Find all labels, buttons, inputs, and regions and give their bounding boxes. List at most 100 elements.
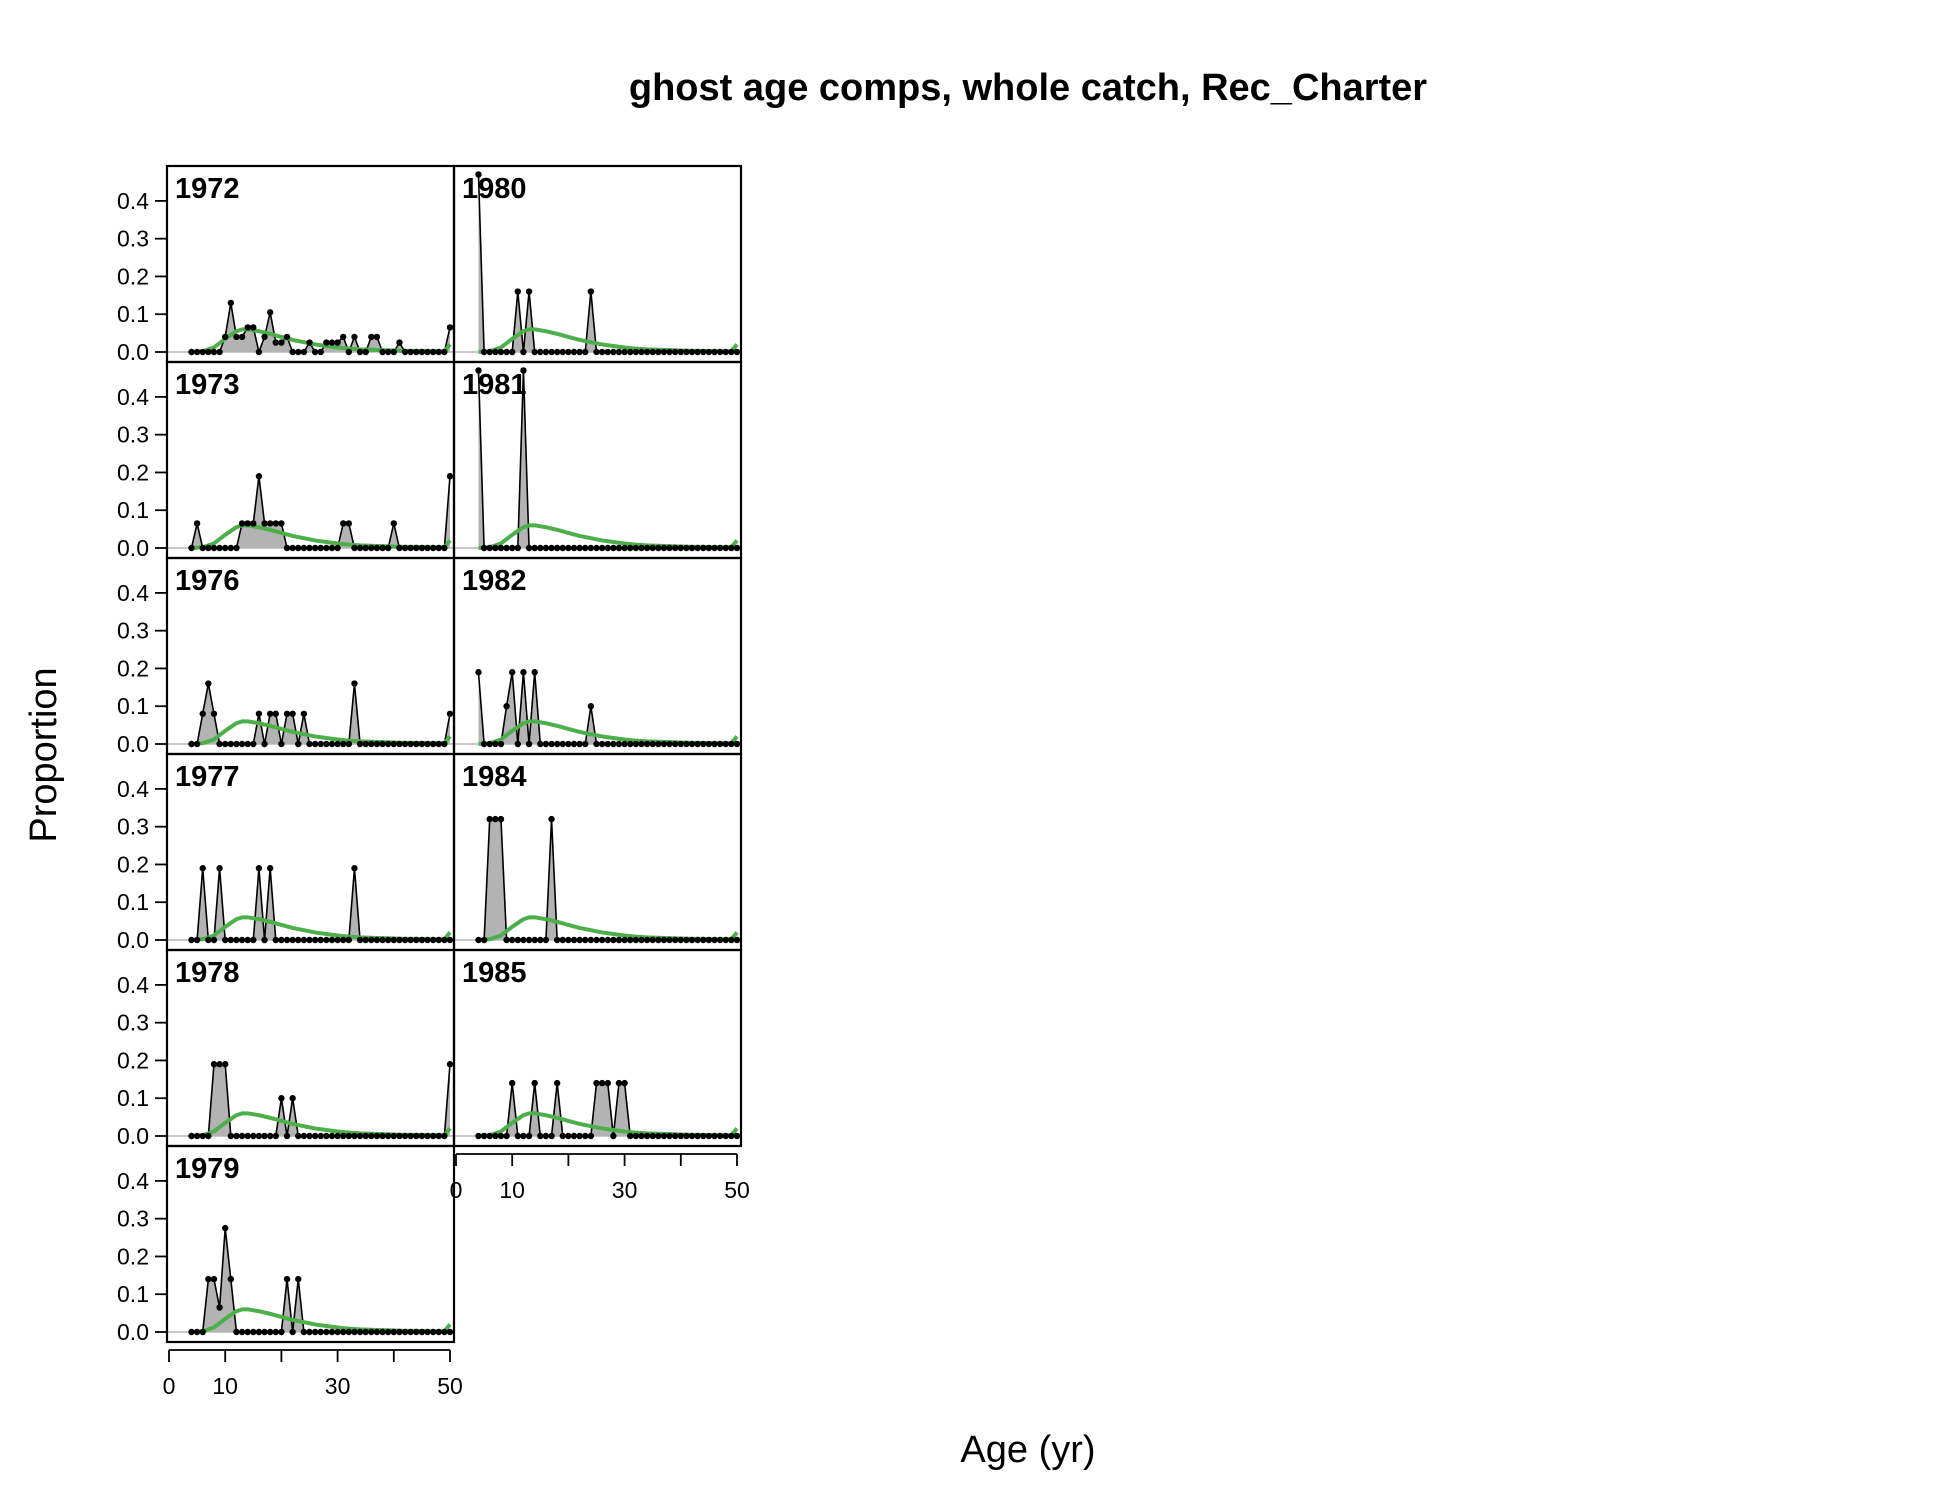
observed-point bbox=[323, 544, 330, 552]
observed-point bbox=[345, 1328, 353, 1336]
observed-point bbox=[593, 936, 600, 944]
observed-point bbox=[722, 348, 729, 356]
observed-point bbox=[340, 1328, 347, 1336]
observed-point bbox=[666, 936, 673, 944]
observed-point bbox=[323, 740, 330, 748]
y-tick-label: 0.0 bbox=[117, 1319, 149, 1345]
observed-point bbox=[407, 1328, 414, 1336]
observed-point bbox=[705, 740, 713, 748]
observed-point bbox=[356, 1328, 364, 1336]
observed-point bbox=[300, 348, 308, 356]
observed-point bbox=[356, 740, 364, 748]
observed-point bbox=[486, 348, 493, 356]
observed-point bbox=[222, 333, 229, 341]
observed-point bbox=[655, 544, 662, 552]
panel-plot-area bbox=[454, 171, 741, 356]
observed-point bbox=[441, 1132, 448, 1140]
observed-point bbox=[390, 1132, 397, 1140]
observed-point bbox=[475, 936, 482, 944]
panel-year-label: 1973 bbox=[175, 369, 240, 401]
observed-point bbox=[559, 348, 566, 356]
observed-point bbox=[295, 544, 302, 552]
observed-point bbox=[716, 1132, 724, 1140]
observed-point bbox=[492, 1132, 499, 1140]
observed-point bbox=[413, 1328, 420, 1336]
observed-point bbox=[593, 740, 600, 748]
observed-area bbox=[478, 1083, 737, 1136]
observed-point bbox=[576, 740, 583, 748]
observed-point bbox=[272, 339, 279, 346]
observed-point bbox=[660, 348, 668, 356]
observed-point bbox=[509, 669, 516, 676]
observed-point bbox=[188, 936, 195, 944]
observed-point bbox=[514, 544, 522, 552]
observed-point bbox=[266, 865, 274, 872]
panel-1984: 1984 bbox=[452, 752, 743, 952]
observed-point bbox=[244, 936, 251, 944]
observed-point bbox=[250, 936, 257, 944]
observed-point bbox=[233, 1328, 240, 1336]
observed-point bbox=[610, 936, 617, 944]
observed-point bbox=[705, 544, 713, 552]
observed-point bbox=[582, 348, 589, 356]
observed-point bbox=[627, 936, 634, 944]
observed-point bbox=[300, 1328, 308, 1336]
observed-point bbox=[401, 1132, 409, 1140]
observed-point bbox=[289, 936, 296, 944]
observed-point bbox=[514, 1132, 522, 1140]
observed-point bbox=[384, 936, 392, 944]
panel-1978: 1978 0.0 0.1 0.2 0.3 0.4 bbox=[117, 948, 456, 1149]
observed-point bbox=[362, 348, 369, 356]
observed-point bbox=[266, 309, 274, 316]
observed-point bbox=[514, 740, 522, 748]
observed-point bbox=[193, 936, 201, 944]
observed-point bbox=[649, 348, 656, 356]
observed-point bbox=[660, 936, 668, 944]
observed-point bbox=[278, 1328, 285, 1336]
observed-point bbox=[424, 348, 431, 356]
observed-point bbox=[435, 1328, 442, 1336]
observed-point bbox=[340, 520, 347, 527]
observed-point bbox=[537, 544, 544, 552]
observed-point bbox=[480, 740, 488, 748]
observed-point bbox=[193, 1132, 201, 1140]
observed-point bbox=[610, 1132, 617, 1140]
observed-line bbox=[477, 672, 737, 745]
observed-point bbox=[570, 936, 578, 944]
observed-point bbox=[384, 1328, 392, 1336]
observed-point bbox=[497, 815, 505, 823]
observed-point bbox=[705, 936, 713, 944]
observed-point bbox=[418, 1132, 426, 1140]
observed-point bbox=[396, 339, 403, 346]
observed-point bbox=[323, 1328, 330, 1336]
panel-plot-area bbox=[167, 680, 454, 748]
observed-point bbox=[306, 1328, 313, 1336]
observed-point bbox=[716, 740, 724, 748]
observed-point bbox=[728, 936, 735, 944]
observed-point bbox=[261, 740, 268, 748]
observed-point bbox=[610, 740, 617, 748]
observed-point bbox=[306, 544, 313, 552]
observed-point bbox=[615, 544, 623, 552]
observed-point bbox=[407, 544, 414, 552]
observed-point bbox=[317, 740, 324, 748]
observed-point bbox=[694, 936, 701, 944]
observed-point bbox=[424, 1132, 431, 1140]
observed-point bbox=[384, 544, 392, 552]
observed-point bbox=[311, 544, 319, 552]
observed-point bbox=[446, 936, 454, 944]
observed-point bbox=[700, 544, 707, 552]
observed-point bbox=[272, 936, 279, 944]
observed-point bbox=[210, 710, 218, 717]
observed-point bbox=[345, 348, 353, 356]
expected-line bbox=[191, 915, 452, 942]
observed-point bbox=[711, 740, 718, 748]
observed-point bbox=[323, 936, 330, 944]
observed-point bbox=[227, 1275, 235, 1283]
observed-point bbox=[368, 1132, 375, 1140]
observed-point bbox=[643, 348, 651, 356]
observed-point bbox=[199, 544, 206, 552]
y-tick-label: 0.1 bbox=[117, 889, 149, 915]
y-tick-label: 0.3 bbox=[117, 1010, 149, 1036]
observed-point bbox=[401, 740, 409, 748]
